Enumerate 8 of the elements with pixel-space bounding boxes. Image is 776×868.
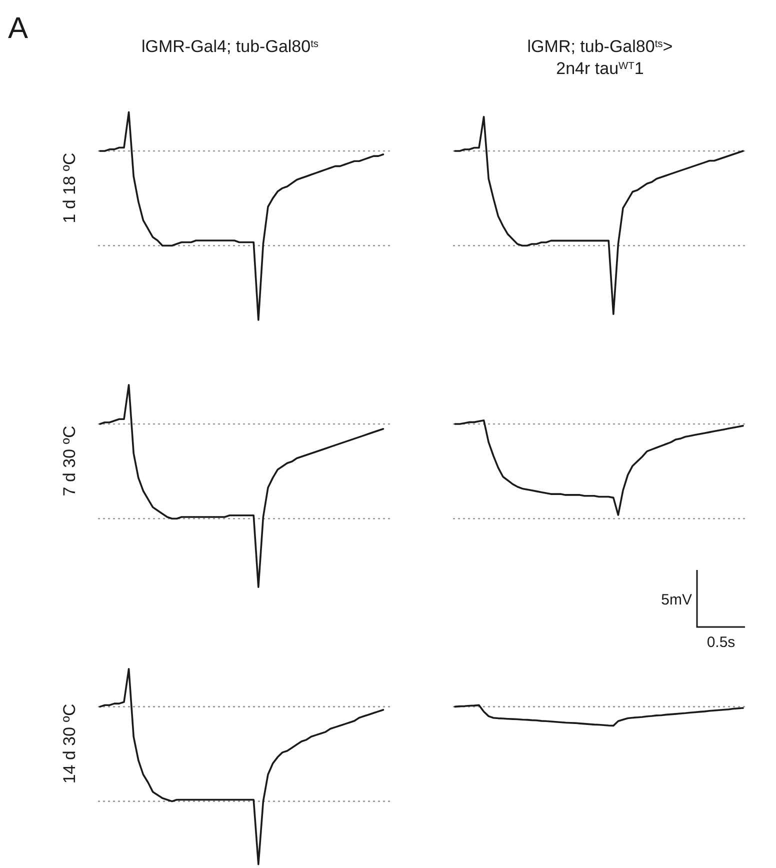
text: 5mV — [661, 592, 692, 608]
text: A — [8, 12, 28, 45]
y-axis-title: 14 d 30 ºC — [60, 704, 79, 784]
y-axis-title: 1 d 18 ºC — [60, 152, 79, 224]
chart-title: lGMR; tub-Gal80$^{ts}$> 2n4r tau$^{WT}$1 — [527, 37, 673, 78]
y-axis-title: 7 d 30 ºC — [60, 426, 79, 496]
text: 0.5s — [706, 634, 736, 651]
chart-title: lGMR-Gal4; tub-Gal80$^{ts}$ — [141, 37, 319, 56]
